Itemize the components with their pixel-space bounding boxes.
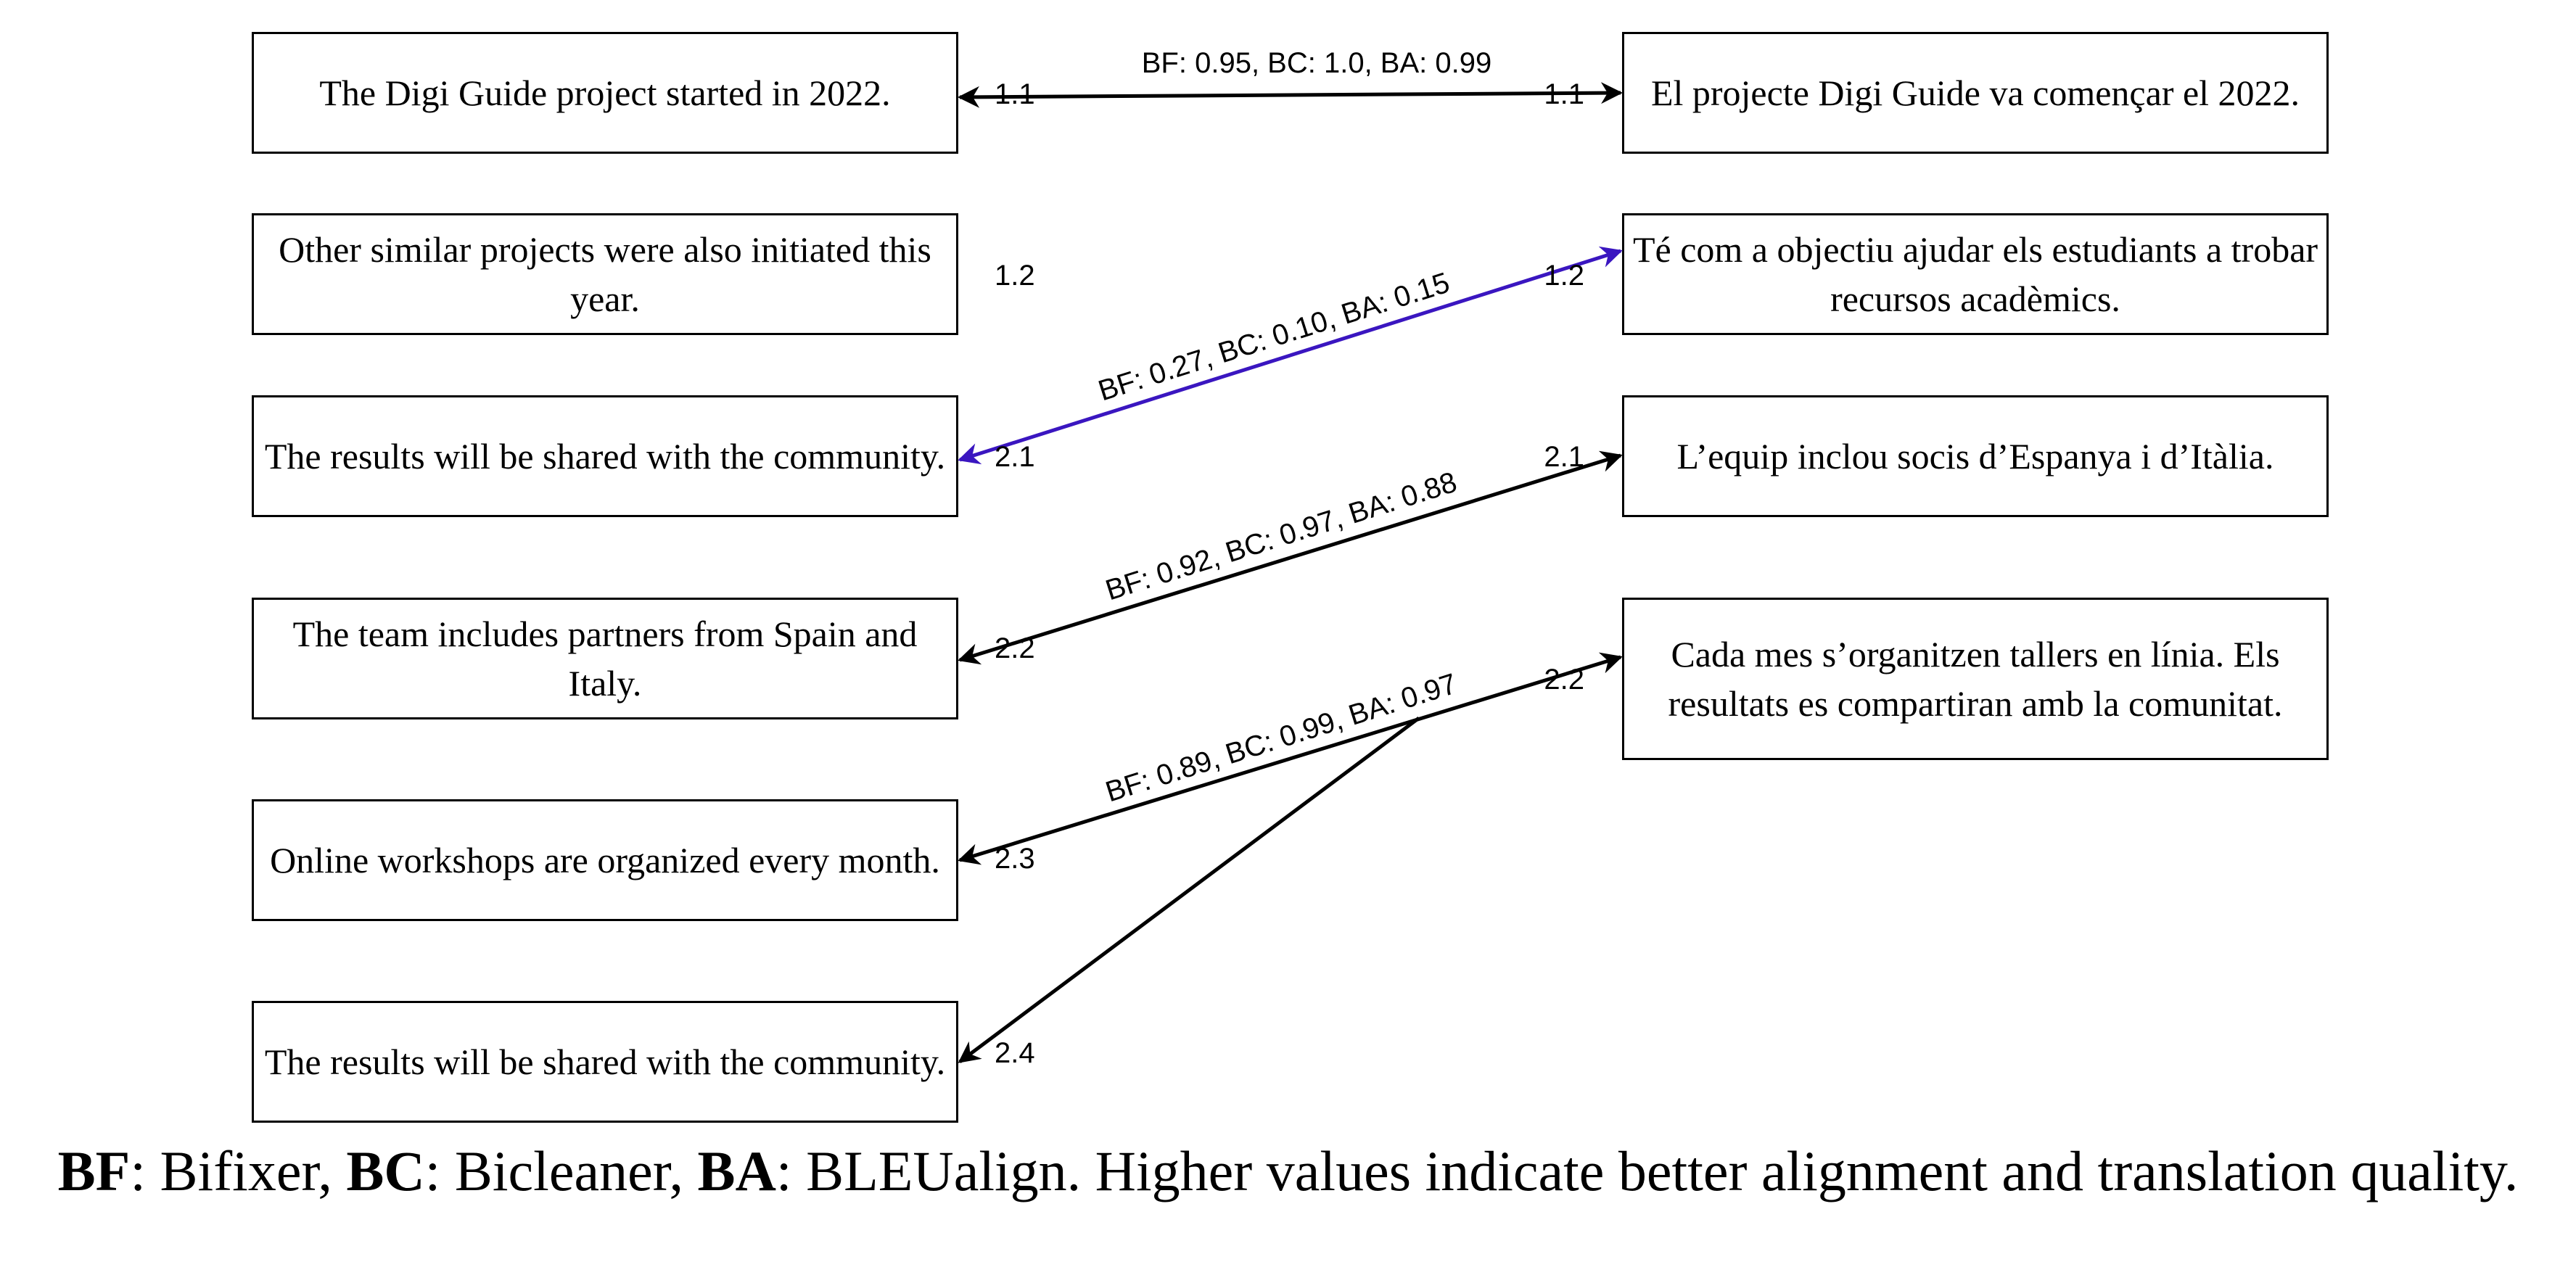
source-number-3: 2.1 (995, 441, 1035, 473)
target-sentence-4-text: Cada mes s’organitzen tallers en línia. … (1668, 634, 2283, 724)
source-sentence-3-text: The results will be shared with the comm… (264, 436, 946, 477)
source-sentence-2: Other similar projects were also initiat… (252, 213, 958, 335)
caption-bf-text: : Bifixer, (130, 1139, 347, 1202)
source-sentence-1-text: The Digi Guide project started in 2022. (319, 73, 891, 113)
caption-ba-text: : BLEUalign. Higher values indicate bett… (775, 1139, 2519, 1202)
source-sentence-1: The Digi Guide project started in 2022. (252, 32, 958, 154)
alignment-score-3: BF: 0.92, BC: 0.97, BA: 0.88 (1102, 466, 1461, 607)
target-sentence-2-text: Té com a objectiu ajudar els estudiants … (1632, 229, 2318, 319)
source-number-1: 1.1 (995, 78, 1035, 110)
source-number-6: 2.4 (995, 1037, 1035, 1069)
target-sentence-2: Té com a objectiu ajudar els estudiants … (1622, 213, 2329, 335)
alignment-line-4 (958, 652, 1623, 865)
source-sentence-4: The team includes partners from Spain an… (252, 598, 958, 719)
target-sentence-3-text: L’equip inclou socis d’Espanya i d’Itàli… (1676, 436, 2274, 477)
caption-ba-abbr: BA (697, 1139, 776, 1202)
target-number-4: 2.2 (1544, 664, 1584, 696)
target-number-3: 2.1 (1544, 441, 1584, 473)
source-sentence-3: The results will be shared with the comm… (252, 395, 958, 517)
source-sentence-5: Online workshops are organized every mon… (252, 799, 958, 921)
source-sentence-6-text: The results will be shared with the comm… (264, 1041, 946, 1082)
figure-caption: BF: Bifixer, BC: Bicleaner, BA: BLEUalig… (0, 1131, 2576, 1211)
target-number-2: 1.2 (1544, 260, 1584, 292)
alignment-line-2 (958, 246, 1623, 465)
target-sentence-4: Cada mes s’organitzen tallers en línia. … (1622, 598, 2329, 760)
source-sentence-2-text: Other similar projects were also initiat… (279, 229, 931, 319)
target-sentence-3: L’equip inclou socis d’Espanya i d’Itàli… (1622, 395, 2329, 517)
caption-bf-abbr: BF (57, 1139, 131, 1202)
alignment-line-5 (958, 716, 1420, 1064)
target-number-1: 1.1 (1544, 78, 1584, 110)
caption-bc-abbr: BC (346, 1139, 425, 1202)
alignment-line-1 (958, 82, 1623, 108)
source-sentence-6: The results will be shared with the comm… (252, 1001, 958, 1123)
target-sentence-1: El projecte Digi Guide va començar el 20… (1622, 32, 2329, 154)
source-sentence-4-text: The team includes partners from Spain an… (292, 614, 918, 704)
alignment-score-4: BF: 0.89, BC: 0.99, BA: 0.97 (1102, 668, 1461, 809)
source-number-2: 1.2 (995, 260, 1035, 292)
alignment-line-3 (958, 450, 1623, 665)
target-sentence-1-text: El projecte Digi Guide va començar el 20… (1650, 73, 2300, 113)
alignment-score-2: BF: 0.27, BC: 0.10, BA: 0.15 (1095, 267, 1454, 408)
alignment-score-1: BF: 0.95, BC: 1.0, BA: 0.99 (1142, 47, 1491, 79)
source-number-4: 2.2 (995, 632, 1035, 664)
source-number-5: 2.3 (995, 843, 1035, 875)
caption-bc-text: : Bicleaner, (424, 1139, 698, 1202)
source-sentence-5-text: Online workshops are organized every mon… (270, 840, 940, 880)
